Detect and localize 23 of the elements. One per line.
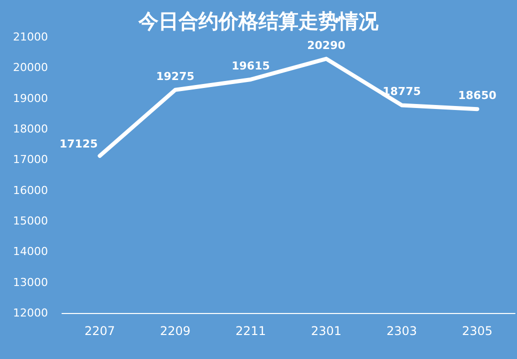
- y-tick-label: 19000: [13, 92, 48, 105]
- y-tick-label: 13000: [13, 276, 48, 289]
- y-tick-label: 18000: [13, 122, 48, 136]
- data-label: 19275: [156, 70, 194, 83]
- x-tick-label: 2209: [160, 324, 191, 338]
- x-tick-label: 2305: [462, 324, 493, 338]
- x-tick-label: 2211: [235, 324, 266, 338]
- y-tick-label: 17000: [13, 153, 48, 166]
- data-label: 17125: [59, 137, 98, 150]
- chart-title: 今日合约价格结算走势情况: [138, 9, 380, 33]
- data-label: 18775: [382, 85, 421, 98]
- x-tick-label: 2207: [84, 324, 116, 338]
- data-label: 18650: [458, 89, 497, 102]
- y-tick-label: 20000: [13, 61, 48, 74]
- x-tick-label: 2301: [310, 324, 342, 338]
- y-tick-label: 12000: [13, 306, 48, 320]
- y-tick-label: 14000: [13, 245, 48, 258]
- x-tick-label: 2303: [386, 324, 418, 338]
- y-tick-label: 15000: [13, 214, 48, 228]
- data-label: 19615: [232, 59, 270, 72]
- y-tick-label: 21000: [13, 30, 48, 44]
- y-tick-label: 16000: [13, 184, 48, 197]
- data-label: 20290: [307, 38, 346, 52]
